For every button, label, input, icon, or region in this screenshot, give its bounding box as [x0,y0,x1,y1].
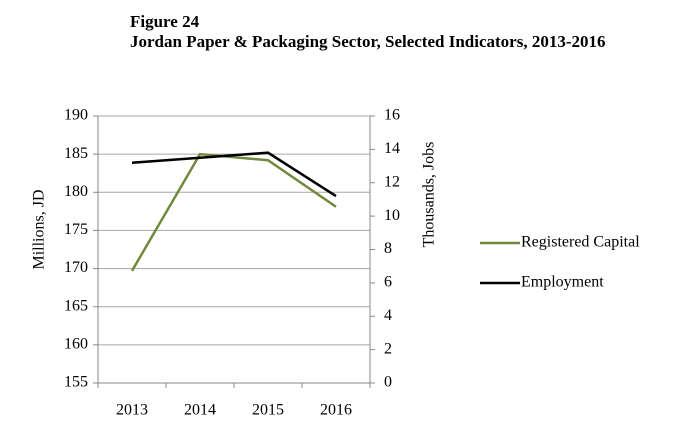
y2-tick-label: 10 [384,207,400,224]
y2-tick-label: 0 [384,374,392,391]
header: Figure 24 Jordan Paper & Packaging Secto… [130,12,610,52]
chart-title: Figure 24 [130,12,200,31]
chart-subtitle: Jordan Paper & Packaging Sector, Selecte… [130,32,606,51]
y2-tick-label: 8 [384,240,392,257]
y2-tick-label: 4 [384,307,392,324]
x-tick-label: 2016 [320,402,352,419]
legend-label: Employment [521,274,604,291]
y-tick-label: 190 [64,107,88,124]
y2-tick-label: 6 [384,274,392,291]
y2-tick-label: 2 [384,340,392,357]
x-tick-label: 2015 [252,402,284,419]
y-tick-label: 160 [64,336,88,353]
y2-tick-label: 12 [384,173,400,190]
x-tick-label: 2013 [116,402,148,419]
legend-label: Registered Capital [521,234,640,251]
y2-axis-label: Thousands, Jobs [421,142,438,248]
series-line [130,152,337,272]
y-tick-label: 155 [64,374,88,391]
x-tick-label: 2014 [184,402,216,419]
y2-tick-label: 16 [384,107,400,124]
y-axis-label: Millions, JD [31,189,48,269]
y-tick-label: 165 [64,297,88,314]
y-tick-label: 185 [64,145,88,162]
series-line [131,151,337,198]
y2-tick-label: 14 [384,140,400,157]
y-tick-label: 170 [64,259,88,276]
y-tick-label: 180 [64,183,88,200]
y-tick-label: 175 [64,221,88,238]
